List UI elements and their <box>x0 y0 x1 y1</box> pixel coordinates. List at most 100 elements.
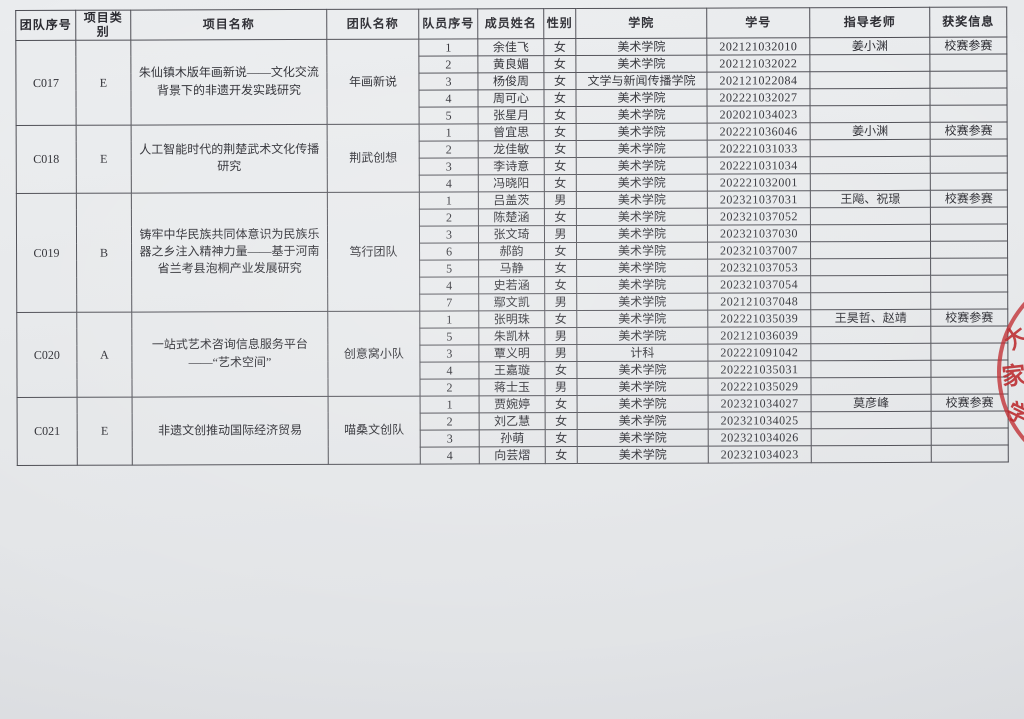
college-cell: 美术学院 <box>576 292 708 311</box>
roster-table-body: C017 E 朱仙镇木版年画新说——文化交流背景下的非遗开发实践研究 年画新说 1 余佳飞… <box>15 36 1009 466</box>
member-name-cell: 贾婉婷 <box>479 395 546 413</box>
award-cell <box>930 325 1008 344</box>
gender-cell: 女 <box>543 72 576 90</box>
advisor-cell <box>810 360 931 378</box>
gender-cell: 女 <box>543 38 576 56</box>
college-cell: 美术学院 <box>575 54 707 73</box>
member-no-cell: 5 <box>419 106 479 124</box>
member-no-cell: 4 <box>419 174 479 192</box>
student-id-cell: 202221035031 <box>707 360 811 378</box>
member-no-cell: 4 <box>419 276 479 294</box>
member-name-cell: 张文琦 <box>478 225 545 243</box>
member-name-cell: 陈楚涵 <box>478 208 545 226</box>
member-no-cell: 3 <box>419 344 479 362</box>
member-name-cell: 李诗意 <box>478 157 545 175</box>
member-no-cell: 2 <box>418 55 478 73</box>
student-id-cell: 202321037054 <box>707 275 811 293</box>
college-cell: 美术学院 <box>576 207 708 226</box>
award-cell <box>930 155 1008 174</box>
gender-cell: 男 <box>544 327 577 345</box>
college-cell: 美术学院 <box>577 445 709 464</box>
member-name-cell: 王嘉璇 <box>478 361 545 379</box>
college-cell: 美术学院 <box>576 156 708 175</box>
award-cell <box>930 291 1008 310</box>
project-cell: 非遗文创推动国际经济贸易 <box>132 396 329 465</box>
student-id-cell: 202221035039 <box>707 309 811 327</box>
student-id-cell: 202121032022 <box>706 54 810 72</box>
gender-cell: 女 <box>544 123 577 141</box>
college-cell: 美术学院 <box>577 428 709 447</box>
gender-cell: 女 <box>544 157 577 175</box>
advisor-cell <box>810 292 931 310</box>
advisor-cell: 莫彦峰 <box>811 394 932 412</box>
category-cell: B <box>76 192 132 313</box>
college-cell: 美术学院 <box>576 258 708 277</box>
category-cell: E <box>75 39 132 126</box>
roster-table: 团队序号 项目类别 项目名称 团队名称 队员序号 成员姓名 性别 学院 学号 指导老师 获奖信息 C… <box>15 6 1009 466</box>
team-name-cell: 笃行团队 <box>327 191 420 312</box>
gender-cell: 女 <box>545 429 578 447</box>
award-cell <box>930 359 1008 378</box>
award-cell: 校赛参赛 <box>930 308 1008 327</box>
student-id-cell: 202121036039 <box>707 326 811 344</box>
member-name-cell: 史若涵 <box>478 276 545 294</box>
advisor-cell <box>810 105 931 123</box>
advisor-cell <box>809 54 930 72</box>
roster-table-head: 团队序号 项目类别 项目名称 团队名称 队员序号 成员姓名 性别 学院 学号 指导老师 获奖信息 <box>15 7 1007 41</box>
team-no-cell: C018 <box>16 125 77 194</box>
student-id-cell: 202221032001 <box>707 173 811 191</box>
advisor-cell <box>810 241 931 259</box>
gender-cell: 女 <box>545 446 578 464</box>
category-cell: E <box>76 124 132 194</box>
student-id-cell: 202321037007 <box>707 241 811 259</box>
project-cell: 朱仙镇木版年画新说——文化交流背景下的非遗开发实践研究 <box>130 39 328 125</box>
member-no-cell: 4 <box>419 361 479 379</box>
member-no-cell: 1 <box>419 310 479 328</box>
member-no-cell: 7 <box>419 293 479 311</box>
college-cell: 美术学院 <box>576 224 708 243</box>
header-row: 团队序号 项目类别 项目名称 团队名称 队员序号 成员姓名 性别 学院 学号 指导老师 获奖信息 <box>15 7 1007 41</box>
member-name-cell: 张星月 <box>478 106 545 124</box>
college-cell: 美术学院 <box>576 241 708 260</box>
member-name-cell: 冯晓阳 <box>478 174 545 192</box>
advisor-cell <box>810 207 931 225</box>
member-no-cell: 4 <box>420 446 480 464</box>
category-cell: E <box>77 396 133 466</box>
advisor-cell <box>810 377 932 395</box>
advisor-cell: 王飚、祝璟 <box>810 190 931 208</box>
student-id-cell: 202321034025 <box>708 411 812 429</box>
advisor-cell <box>810 224 931 242</box>
advisor-cell <box>810 343 931 361</box>
member-no-cell: 3 <box>419 225 479 243</box>
member-no-cell: 6 <box>419 242 479 260</box>
roster-table-wrap: 团队序号 项目类别 项目名称 团队名称 队员序号 成员姓名 性别 学院 学号 指导老师 获奖信息 C… <box>15 6 1009 466</box>
award-cell <box>930 104 1008 123</box>
award-cell: 校赛参赛 <box>931 393 1009 412</box>
award-cell <box>930 223 1008 242</box>
gender-cell: 女 <box>544 310 577 328</box>
advisor-cell <box>810 326 931 344</box>
project-cell: 铸牢中华民族共同体意识为民族乐器之乡注入精神力量——基于河南省兰考县泡桐产业发展… <box>131 192 328 312</box>
gender-cell: 男 <box>544 378 578 396</box>
col-header-gender: 性别 <box>543 8 576 39</box>
team-no-cell: C020 <box>16 312 78 398</box>
member-no-cell: 1 <box>418 38 478 56</box>
advisor-cell: 姜小渊 <box>810 122 931 140</box>
gender-cell: 女 <box>543 89 577 107</box>
award-cell <box>929 87 1008 106</box>
advisor-cell <box>811 445 932 463</box>
college-cell: 美术学院 <box>577 411 709 430</box>
col-header-advisor: 指导老师 <box>809 7 930 38</box>
col-header-student_id: 学号 <box>706 7 810 38</box>
award-cell <box>930 206 1008 225</box>
gender-cell: 女 <box>544 242 577 260</box>
gender-cell: 女 <box>544 259 577 277</box>
college-cell: 美术学院 <box>576 139 708 158</box>
college-cell: 美术学院 <box>576 122 708 141</box>
project-cell: 人工智能时代的荆楚武术文化传播研究 <box>131 124 328 193</box>
member-name-cell: 马静 <box>478 259 545 277</box>
col-header-project: 项目名称 <box>130 9 327 40</box>
gender-cell: 男 <box>544 191 577 209</box>
team-name-cell: 年画新说 <box>326 38 420 125</box>
award-cell: 校赛参赛 <box>930 121 1008 140</box>
